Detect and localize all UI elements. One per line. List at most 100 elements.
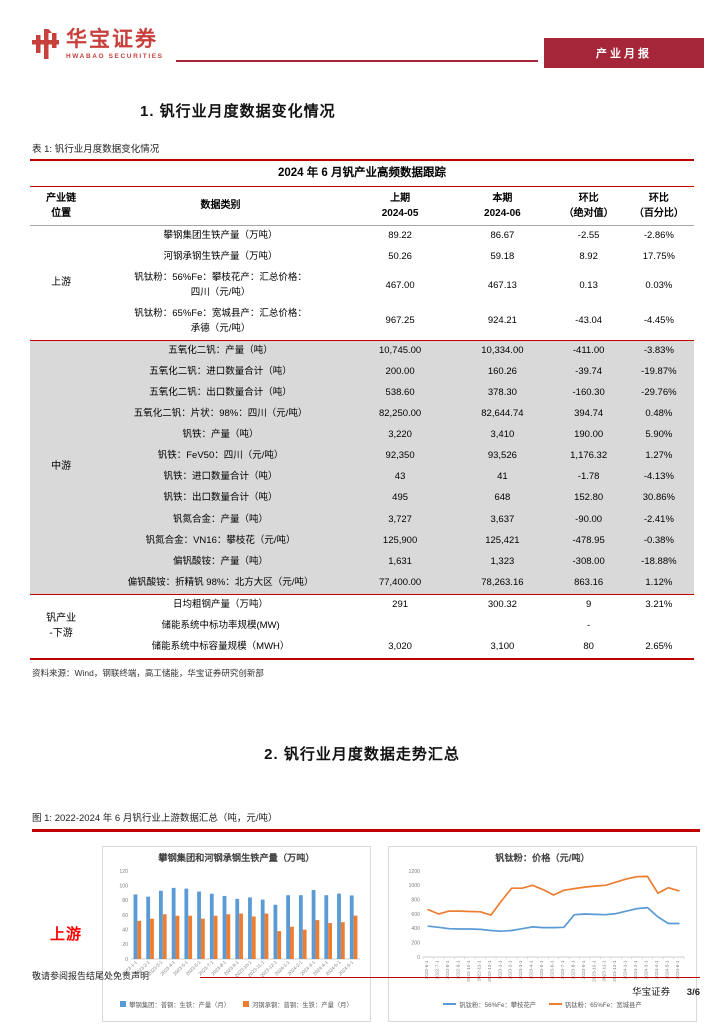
curr-value bbox=[451, 616, 553, 637]
vti-powder-price-line-chart: 钒钛粉：价格（元/吨） 0 200 400 600 800 1000 1200 2022-6-1… bbox=[388, 845, 697, 1022]
legend-label: 河钢承钢：普钢：生铁：产量（月） bbox=[252, 1001, 353, 1009]
mom-abs-value: 8.92 bbox=[579, 251, 598, 263]
table-source: 资料来源：Wind，钢联终端，高工储能，华宝证券研究创新部 bbox=[32, 668, 264, 679]
svg-text:120: 120 bbox=[119, 868, 128, 874]
table-row: 钒氮合金：产量（吨） 3,727 3,637 -90.00 -2.41% bbox=[30, 509, 694, 531]
table-title: 2024 年 6 月钒产业高频数据跟踪 bbox=[30, 160, 694, 187]
mom-abs-value: 190.00 bbox=[553, 425, 624, 447]
curr-value: 93,526 bbox=[451, 446, 554, 468]
footer-page-number: 3/6 bbox=[686, 987, 700, 998]
logo-subtitle: HWABAO SECURITIES bbox=[66, 52, 164, 60]
mom-pct-value: 2.65% bbox=[645, 641, 673, 653]
row-category: 五氧化二钒：产量（吨） bbox=[92, 339, 349, 362]
mom-abs-value: -43.04 bbox=[575, 315, 603, 327]
table-row: 五氧化二钒：进口数量合计（吨） 200.00 160.26 -39.74 -19.87% bbox=[30, 361, 694, 383]
table-row: 五氧化二钒：出口数量合计（吨） 538.60 378.30 -160.30 -29.76… bbox=[30, 382, 694, 404]
svg-text:2023-2-1: 2023-2-1 bbox=[508, 960, 513, 979]
table-row: 钒产业 -下游 日均粗钢产量（万吨） 291 300.32 9 3.21% bbox=[30, 593, 694, 660]
col-header-abs: 环比 （绝对值） bbox=[553, 186, 624, 226]
chain-position-label: 上游 bbox=[51, 276, 72, 288]
prev-value: 200.00 bbox=[348, 361, 452, 383]
curr-value: 41 bbox=[451, 467, 554, 489]
table-row: 钒铁：产量（吨） 3,220 3,410 190.00 5.90% bbox=[30, 425, 694, 447]
svg-text:2023-4-1: 2023-4-1 bbox=[529, 960, 534, 979]
mom-abs-value: -90.00 bbox=[553, 509, 624, 531]
svg-text:2022-7-1: 2022-7-1 bbox=[435, 960, 440, 979]
pig-iron-output-bar-chart: 攀钢集团和河钢承钢生铁产量（万吨） 0 20 40 60 80 100 120 2023-1-1… bbox=[102, 845, 371, 1022]
svg-text:2024-1-1: 2024-1-1 bbox=[623, 960, 628, 979]
mom-abs-value: 80 bbox=[583, 641, 594, 653]
svg-text:2023-12-1: 2023-12-1 bbox=[612, 960, 617, 982]
legend-label: 钒钛粉：56%Fe：攀枝花产 bbox=[459, 1001, 536, 1009]
svg-text:2023-5-1: 2023-5-1 bbox=[539, 960, 544, 979]
row-category: 攀钢集团生铁产量（万吨） bbox=[163, 230, 278, 241]
curr-value: 86.67 bbox=[490, 230, 515, 241]
svg-text:80: 80 bbox=[122, 898, 128, 904]
row-category: 钒铁：进口数量合计（吨） bbox=[92, 467, 349, 489]
curr-value: 378.30 bbox=[451, 382, 554, 404]
row-category: 五氧化二钒：进口数量合计（吨） bbox=[92, 361, 349, 383]
svg-text:600: 600 bbox=[411, 911, 420, 917]
svg-text:400: 400 bbox=[411, 926, 420, 932]
table-row: 钒氮合金：VN16：攀枝花（元/吨） 125,900 125,421 -478.95-… bbox=[30, 530, 694, 552]
mom-pct-value: -4.45% bbox=[643, 315, 674, 327]
row-category: 偏钒酸铵：产量（吨） bbox=[92, 551, 349, 573]
prev-value: 291 bbox=[348, 593, 452, 616]
svg-text:2022-6-1: 2022-6-1 bbox=[424, 960, 429, 979]
table-row: 钒铁：FeV50：四川（元/吨） 92,350 93,526 1,176.32 1.27… bbox=[30, 446, 694, 468]
legend-marker bbox=[549, 1002, 562, 1006]
mom-pct-value: -2.41% bbox=[623, 509, 694, 531]
prev-value: 3,727 bbox=[348, 509, 452, 531]
row-category: 五氧化二钒：出口数量合计（吨） bbox=[92, 382, 349, 404]
mom-abs-value: -160.30 bbox=[553, 382, 624, 404]
mom-abs-value: 9 bbox=[553, 593, 624, 616]
col-header-category: 数据类别 bbox=[92, 186, 349, 226]
svg-text:2022-9-1: 2022-9-1 bbox=[456, 960, 461, 979]
report-type-badge: 产业月报 bbox=[544, 38, 704, 68]
prev-value: 43 bbox=[348, 467, 452, 489]
row-category: 河钢承钢生铁产量（万吨） bbox=[163, 251, 278, 263]
mom-pct-value: 0.48% bbox=[623, 403, 694, 425]
curr-value: 125,421 bbox=[451, 530, 554, 552]
legend-label: 钒钛粉：65%Fe：宽城县产 bbox=[565, 1001, 642, 1009]
curr-value: 924.21 bbox=[487, 315, 517, 327]
svg-text:2024-3-1: 2024-3-1 bbox=[643, 960, 648, 979]
svg-text:20: 20 bbox=[122, 942, 128, 948]
line-chart-legend: 钒钛粉：56%Fe：攀枝花产 钒钛粉：65%Fe：宽城县产 bbox=[389, 1000, 696, 1009]
section2-title: 2. 钒行业月度数据走势汇总 bbox=[264, 746, 460, 764]
legend-marker bbox=[443, 1002, 457, 1006]
charts-row: 上游 攀钢集团和河钢承钢生铁产量（万吨） 0 20 40 60 80 100 120 2023-… bbox=[30, 845, 724, 1022]
table-caption: 表 1: 钒行业月度数据变化情况 bbox=[32, 144, 160, 155]
table-header-row: 产业链 位置 数据类别 上期 2024-05 本期 2024-06 环比 （绝对值） 环… bbox=[30, 186, 694, 226]
svg-text:800: 800 bbox=[411, 897, 420, 903]
row-category: 钒钛粉：56%Fe：攀枝花产：汇总价格： 四川（元/吨） bbox=[134, 272, 307, 298]
table-row: 五氧化二钒：片状：98%：四川（元/吨） 82,250.00 82,644.74 39… bbox=[30, 403, 694, 425]
prev-value: 92,350 bbox=[348, 446, 452, 468]
svg-text:0: 0 bbox=[417, 954, 420, 960]
svg-text:2022-8-1: 2022-8-1 bbox=[445, 960, 450, 979]
svg-text:2024-2-1: 2024-2-1 bbox=[633, 960, 638, 979]
legend-item: 钒钛粉：56%Fe：攀枝花产 bbox=[443, 1000, 536, 1009]
prev-value: 3,220 bbox=[348, 425, 452, 447]
prev-value: 3,020 bbox=[388, 641, 412, 653]
svg-text:2022-10-1: 2022-10-1 bbox=[466, 960, 471, 982]
mom-pct-value: 5.90% bbox=[623, 425, 694, 447]
svg-text:0: 0 bbox=[125, 956, 128, 962]
svg-text:2023-3-1: 2023-3-1 bbox=[518, 960, 523, 979]
curr-value: 648 bbox=[451, 488, 554, 510]
mom-pct-value: 3.21% bbox=[623, 593, 694, 616]
mom-abs-value: 1,176.32 bbox=[553, 446, 624, 468]
mom-abs-value: 394.74 bbox=[553, 403, 624, 425]
row-category: 钒钛粉：65%Fe：宽城县产：汇总价格： 承德（元/吨） bbox=[134, 308, 307, 334]
col-header-pct: 环比 （百分比） bbox=[623, 186, 694, 226]
svg-text:1200: 1200 bbox=[408, 868, 420, 874]
svg-text:2023-8-1: 2023-8-1 bbox=[570, 960, 575, 979]
footer-disclaimer: 敬请参阅报告结尾处免责声明 bbox=[32, 971, 150, 981]
row-category: 五氧化二钒：片状：98%：四川（元/吨） bbox=[92, 403, 349, 425]
svg-text:2023-1-1: 2023-1-1 bbox=[497, 960, 502, 979]
row-category: 日均粗钢产量（万吨） bbox=[92, 593, 349, 616]
table-row: 中游 五氧化二钒：产量（吨） 10,745.00 10,334.00 -411.00 -3… bbox=[30, 339, 694, 595]
row-category: 储能系统中标功率规模(MW) bbox=[161, 620, 280, 632]
svg-text:攀钢集团和河钢承钢生铁产量（万吨）: 攀钢集团和河钢承钢生铁产量（万吨） bbox=[157, 852, 314, 863]
